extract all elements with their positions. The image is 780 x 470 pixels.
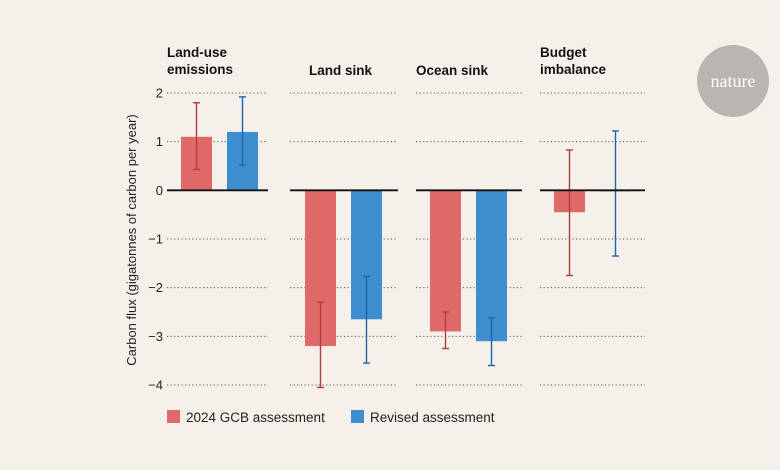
panel-title: Ocean sink — [416, 63, 489, 78]
legend-label-revised: Revised assessment — [370, 410, 495, 425]
y-tick-label: 0 — [156, 183, 163, 198]
error-bar-gcb — [317, 301, 324, 389]
legend-swatch-gcb — [167, 410, 180, 423]
error-bar-revised — [612, 130, 619, 257]
error-bar-gcb — [442, 311, 449, 350]
panel-title: Land sink — [309, 63, 373, 78]
y-axis-label: Carbon flux (gigatonnes of carbon per ye… — [124, 114, 139, 365]
nature-logo[interactable]: nature — [697, 45, 769, 117]
y-tick-label: −4 — [148, 378, 163, 393]
panel-title-layer: Land-use emissions Land sink Ocean sink Budg… — [167, 45, 607, 78]
y-tick-label: −3 — [148, 329, 163, 344]
y-tick-label: 2 — [156, 86, 163, 101]
legend-label-gcb: 2024 GCB assessment — [186, 410, 325, 425]
y-tick-label: −1 — [148, 232, 163, 247]
y-tick-label: 1 — [156, 134, 163, 149]
error-bar-revised — [488, 317, 495, 367]
bar-layer — [181, 96, 631, 389]
tick-layer: 2 1 0 −1 −2 −3 −4 — [148, 86, 163, 393]
legend: 2024 GCB assessment Revised assessment — [167, 410, 495, 425]
legend-swatch-revised — [351, 410, 364, 423]
bar-gcb — [430, 190, 461, 332]
logo-text: nature — [711, 71, 756, 91]
error-bar-gcb — [193, 102, 200, 171]
error-bar-revised — [239, 96, 246, 166]
y-tick-label: −2 — [148, 280, 163, 295]
bar-revised — [476, 190, 507, 342]
panel-title: Budget imbalance — [540, 45, 607, 77]
error-bar-gcb — [566, 149, 573, 277]
error-bar-revised — [363, 275, 370, 364]
panel-title: Land-use emissions — [167, 45, 233, 77]
logo-badge — [697, 45, 769, 117]
